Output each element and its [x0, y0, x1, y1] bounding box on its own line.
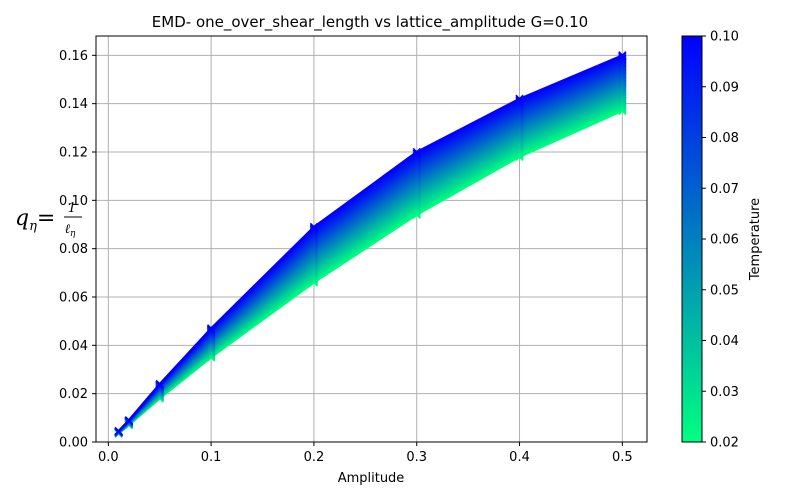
- y-tick-label: 0.12: [59, 146, 88, 161]
- series-marker: [124, 416, 134, 425]
- x-tick-label: 0.3: [406, 450, 427, 465]
- series-line: [114, 99, 627, 438]
- series-line: [114, 98, 627, 438]
- x-tick-label: 0.4: [509, 450, 530, 465]
- series-line: [114, 92, 627, 438]
- chart-title: EMD- one_over_shear_length vs lattice_am…: [152, 13, 588, 32]
- colorbar-ticks: 0.02 0.03 0.04 0.05 0.06 0.07 0.08 0.09 0.10: [702, 30, 739, 451]
- y-tick-label: 0.10: [59, 194, 88, 209]
- x-tick-label: 0.2: [304, 450, 325, 465]
- y-tick-label: 0.02: [59, 387, 88, 402]
- series-lines: [114, 51, 627, 438]
- y-label-sub: η: [29, 219, 37, 234]
- x-axis-label: Amplitude: [338, 471, 405, 486]
- series-marker: [515, 94, 524, 103]
- y-label-q: q: [15, 206, 29, 231]
- series-marker: [155, 379, 164, 389]
- series-line: [114, 105, 627, 438]
- y-tick-label: 0.16: [59, 49, 88, 64]
- colorbar-tick-label: 0.09: [710, 80, 739, 95]
- series-marker: [618, 52, 627, 61]
- svg-text:ℓη: ℓη: [65, 222, 76, 239]
- series-marker: [618, 51, 627, 60]
- series-marker: [206, 324, 216, 333]
- colorbar-tick-label: 0.03: [710, 385, 739, 400]
- y-label-eq: =: [37, 206, 55, 231]
- series-line: [114, 95, 627, 438]
- x-tick-label: 0.5: [612, 450, 633, 465]
- plot-frame: [95, 35, 648, 443]
- colorbar-tick-label: 0.02: [710, 436, 739, 451]
- y-label-den-sub: η: [70, 229, 76, 239]
- plot-area: 0.0 0.1 0.2 0.3 0.4 0.5 0.000.020.040.060.080…: [59, 35, 648, 465]
- series-line: [114, 106, 627, 438]
- series-line: [114, 97, 627, 438]
- colorbar-tick-label: 0.06: [710, 233, 739, 248]
- x-tick-label: 0.0: [98, 450, 119, 465]
- series-line: [114, 94, 627, 438]
- y-tick-label: 0.04: [59, 339, 88, 354]
- colorbar-tick-label: 0.04: [710, 334, 739, 349]
- y-tick-label: 0.14: [59, 97, 88, 112]
- svg-text:qη=: qη=: [15, 206, 55, 234]
- x-axis-ticks: 0.0 0.1 0.2 0.3 0.4 0.5: [98, 442, 633, 465]
- series-line: [114, 102, 627, 438]
- series-line: [114, 51, 627, 436]
- colorbar-tick-label: 0.07: [710, 182, 739, 197]
- series-marker: [309, 222, 319, 232]
- y-label-den: ℓ: [65, 222, 71, 237]
- colorbar-tick-label: 0.05: [710, 283, 739, 298]
- colorbar-tick-label: 0.08: [710, 131, 739, 146]
- series-marker: [114, 426, 123, 436]
- colorbar-tick-label: 0.10: [710, 30, 739, 45]
- y-axis-label: qη= 1 ℓη: [15, 201, 82, 239]
- y-label-num: 1: [68, 201, 76, 216]
- colorbar-gradient: [681, 35, 703, 443]
- series-marker: [412, 147, 421, 157]
- colorbar: 0.02 0.03 0.04 0.05 0.06 0.07 0.08 0.09 0.10 Tem…: [681, 30, 763, 451]
- y-tick-label: 0.06: [59, 291, 88, 306]
- colorbar-label: Temperature: [748, 198, 763, 281]
- y-axis-ticks: 0.00 0.02 0.04 0.06 0.08 0.10 0.12 0.14 0.16: [59, 49, 96, 451]
- y-tick-label: 0.00: [59, 436, 88, 451]
- x-tick-label: 0.1: [201, 450, 222, 465]
- series-line: [114, 103, 627, 438]
- y-tick-label: 0.08: [59, 242, 88, 257]
